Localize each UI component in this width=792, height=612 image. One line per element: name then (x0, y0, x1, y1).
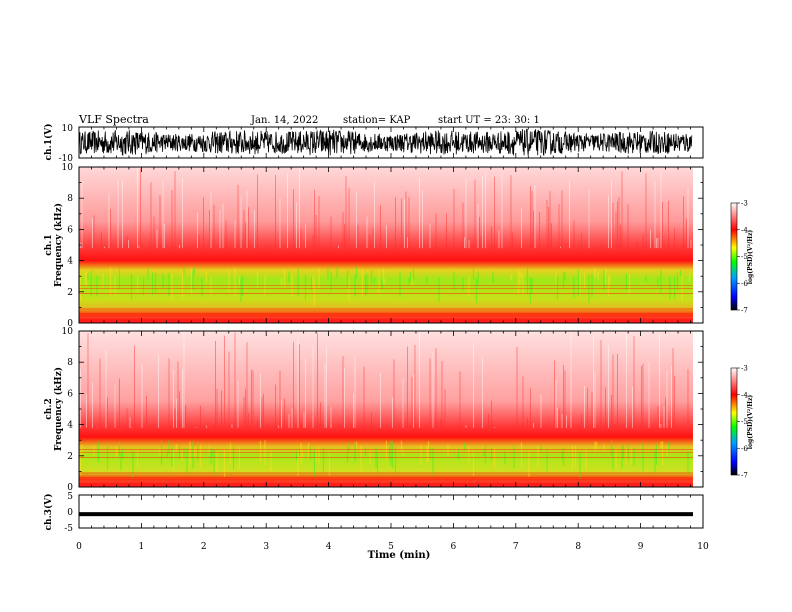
colorbar-tick-label: -3 (741, 365, 748, 373)
ch2-colorbar-ticks: -3 -4 -5 -6 -7 (737, 365, 748, 480)
time-tick-label: 6 (451, 542, 457, 552)
ch2-colorbar: -3 -4 -5 -6 -7 log(PSD)(V²/Hz) (730, 365, 754, 480)
ch2-spectrogram-yticks: 0 2 4 6 8 10 (62, 327, 703, 493)
date-label: Jan. 14, 2022 (250, 115, 318, 126)
time-axis-label: Time (min) (368, 550, 431, 561)
ch1-xticks (78, 127, 704, 158)
time-tick-label: 10 (697, 542, 709, 552)
frequency-tick-label: 10 (62, 163, 74, 173)
ch3-ytick-bottom: -5 (64, 524, 73, 534)
ch1-spectrogram-panel: 0 2 4 6 8 10 ch.1 Frequency (kHz) (44, 163, 704, 329)
station-label: station= KAP (343, 115, 411, 126)
time-tick-label: 0 (76, 542, 82, 552)
ch1-spectrogram-image (79, 167, 693, 323)
ch2-spectrogram-image (79, 331, 693, 487)
ch1-colorbar-scale (730, 202, 738, 311)
colorbar-tick-label: -7 (741, 307, 748, 315)
colorbar-tick-label: -5 (741, 418, 748, 426)
ch2-spectrogram-panel: 0 2 4 6 8 10 ch.2 Frequency (kHz) (44, 327, 704, 493)
ch1-spectrogram-xticks (78, 167, 704, 323)
ch1-spectrogram-texture (78, 167, 693, 323)
ch2-spectrogram-ylabel-channel: ch.2 (44, 398, 54, 419)
colorbar-tick-label: -3 (741, 200, 748, 208)
time-tick-label: 5 (388, 542, 394, 552)
ch3-xticks (78, 495, 704, 528)
ch3-waveform-panel: 5 0 -5 ch.3(V) (43, 492, 704, 534)
ch2-colorbar-label: log(PSD)(V²/Hz) (747, 395, 754, 450)
ch2-spectrogram-xticks (78, 331, 704, 487)
time-tick-label: 3 (263, 542, 269, 552)
frequency-tick-label: 8 (67, 358, 73, 368)
ch2-colorbar-scale (730, 367, 738, 476)
ch3-ytick-top: 5 (67, 492, 73, 502)
ch3-waveform-series (79, 512, 693, 517)
frequency-tick-label: 6 (67, 225, 73, 235)
ch3-waveform-frame (78, 494, 704, 529)
frequency-tick-label: 0 (67, 483, 73, 493)
time-tick-label: 4 (326, 542, 332, 552)
ch1-spectrogram-ylabel-channel: ch.1 (44, 234, 54, 255)
start-time-label: start UT = 23: 30: 1 (438, 115, 540, 126)
ch1-waveform-panel: 10 -10 ch.1(V) (43, 124, 704, 164)
colorbar-tick-label: -6 (741, 280, 748, 288)
time-tick-label: 8 (575, 542, 581, 552)
colorbar-tick-label: -7 (741, 472, 748, 480)
time-tick-label: 1 (139, 542, 145, 552)
frequency-tick-label: 4 (67, 257, 73, 267)
time-tick-label: 9 (638, 542, 644, 552)
time-axis-ticklabels: 0 1 2 3 4 5 6 7 8 9 10 (76, 542, 709, 552)
colorbar-tick-label: -6 (741, 445, 748, 453)
colorbar-tick-label: -5 (741, 253, 748, 261)
ch1-ylabel: ch.1(V) (43, 124, 54, 161)
time-tick-label: 7 (513, 542, 519, 552)
ch1-colorbar: -3 -4 -5 -6 -7 log(PSD)(V²/Hz) (730, 200, 754, 315)
time-tick-label: 2 (201, 542, 207, 552)
ch1-ytick-top: 10 (62, 124, 74, 134)
ch1-colorbar-label: log(PSD)(V²/Hz) (747, 230, 754, 285)
figure-title: VLF Spectra (78, 113, 149, 126)
frequency-tick-label: 6 (67, 389, 73, 399)
frequency-tick-label: 8 (67, 194, 73, 204)
ch3-ylabel: ch.3(V) (43, 494, 54, 531)
ch1-waveform-series (78, 128, 693, 157)
ch3-ytick-mid: 0 (67, 508, 73, 518)
frequency-tick-label: 2 (67, 288, 73, 298)
spectrogram-base (79, 483, 693, 487)
ch2-spectrogram-texture (79, 331, 693, 487)
frequency-tick-label: 10 (62, 327, 74, 337)
colorbar-tick-label: -4 (741, 391, 748, 399)
ch1-ytick-bottom: -10 (59, 154, 74, 164)
frequency-tick-label: 2 (67, 452, 73, 462)
colorbar-tick-label: -4 (741, 226, 748, 234)
ch1-spectrogram-ylabel-frequency: Frequency (kHz) (53, 203, 64, 287)
frequency-tick-label: 0 (67, 319, 73, 329)
ch2-spectrogram-ylabel-frequency: Frequency (kHz) (53, 367, 64, 451)
spectrogram-base (79, 319, 693, 323)
ch1-spectrogram-yticks: 0 2 4 6 8 10 (62, 163, 703, 329)
ch1-colorbar-ticks: -3 -4 -5 -6 -7 (737, 200, 748, 315)
frequency-tick-label: 4 (67, 421, 73, 431)
